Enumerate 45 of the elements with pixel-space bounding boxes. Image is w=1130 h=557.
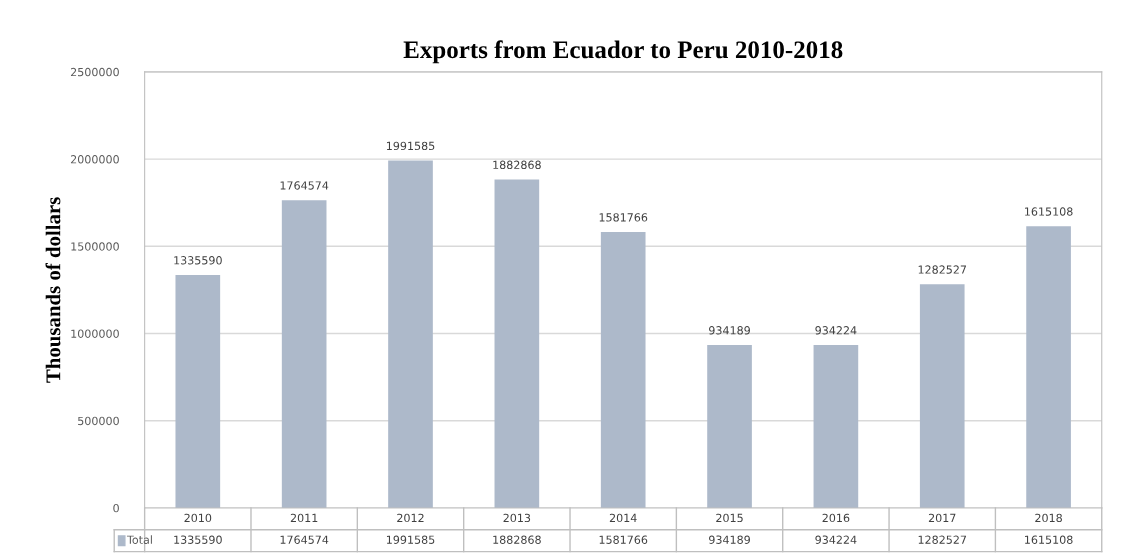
data-label: 1282527: [918, 265, 967, 274]
text: 1615108: [1025, 535, 1073, 544]
text: 1882868: [493, 535, 541, 544]
x-tick-label: 2012: [397, 513, 424, 523]
text: 1581766: [599, 535, 648, 544]
data-label: 934189: [709, 326, 750, 335]
bar: [388, 160, 433, 508]
data-label: 1615108: [1025, 207, 1073, 216]
data-label: 1991585: [386, 141, 435, 151]
legend-label: Total: [126, 535, 152, 544]
bar: [919, 284, 965, 508]
text: 934189: [709, 535, 750, 544]
chart-title: Exports from Ecuador to Peru 2010-2018: [403, 40, 843, 64]
bar: [175, 274, 221, 508]
bar: [494, 179, 540, 508]
x-tick-label: 2015: [716, 513, 743, 523]
text: 934224: [815, 535, 857, 544]
bar: [1026, 226, 1071, 508]
y-tick-label: 0: [113, 503, 119, 513]
data-label: 1335590: [174, 256, 222, 265]
y-tick-label: 2500000: [70, 67, 119, 77]
bar: [813, 345, 859, 508]
text: 1335590: [174, 535, 222, 544]
bar: [707, 345, 752, 508]
data-label: 1581766: [599, 213, 648, 222]
data-label: 1764574: [280, 181, 329, 190]
y-tick-label: 500000: [78, 416, 119, 426]
text: 1282527: [918, 535, 967, 544]
x-tick-label: 2011: [290, 513, 318, 523]
x-tick-label: 2014: [609, 513, 637, 523]
y-axis-title: Thousands of dollars: [45, 197, 61, 383]
x-tick-label: 2018: [1035, 513, 1062, 523]
x-tick-label: 2016: [822, 513, 850, 523]
x-tick-label: 2013: [503, 513, 531, 523]
y-tick-label: 2000000: [70, 155, 119, 164]
y-tick-label: 1000000: [71, 329, 119, 338]
text: 1764574: [280, 535, 329, 544]
y-tick-label: 1500000: [71, 242, 119, 251]
x-tick-label: 2010: [184, 513, 212, 523]
x-tick-label: 2017: [928, 513, 956, 523]
data-label: 1882868: [493, 160, 541, 170]
bar: [600, 232, 646, 508]
data-label: 934224: [815, 326, 857, 335]
text: 1991585: [386, 535, 435, 544]
bar: [281, 200, 327, 508]
